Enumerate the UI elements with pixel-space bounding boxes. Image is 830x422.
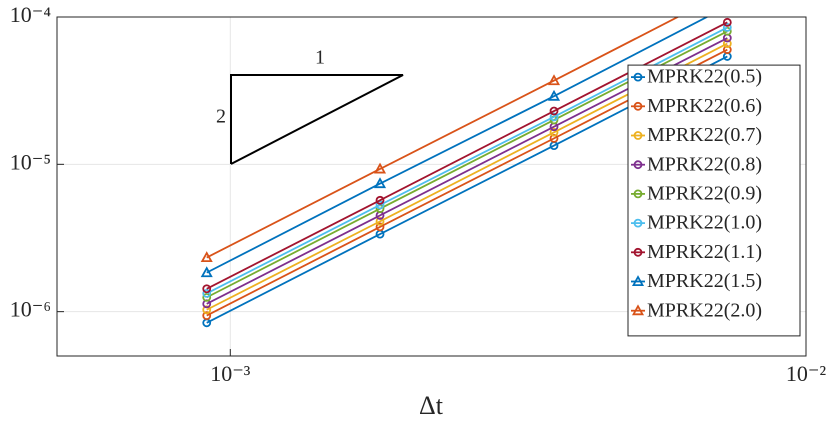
- slope-triangle: [230, 74, 404, 165]
- data-point: [375, 195, 385, 205]
- data-point: [547, 74, 561, 86]
- legend-marker: [633, 131, 643, 140]
- legend-label: MPRK22(0.8): [647, 153, 762, 175]
- data-point: [375, 216, 385, 226]
- data-point: [200, 266, 213, 278]
- data-point: [202, 289, 212, 298]
- legend-label: MPRK22(1.0): [647, 212, 762, 234]
- data-point: [549, 127, 559, 137]
- legend: MPRK22(0.5) MPRK22(0.6) MPRK22(0.7) MPRK22(…: [627, 64, 801, 337]
- data-point: [373, 177, 387, 189]
- legend-marker: [633, 72, 643, 82]
- legend-label: MPRK22(1.5): [647, 270, 762, 292]
- data-point: [202, 284, 212, 294]
- series-line: [206, 17, 709, 274]
- y-tick-label: 10⁻⁴: [10, 2, 52, 27]
- slope-rise-label: 2: [216, 106, 226, 128]
- data-point: [200, 251, 213, 263]
- x-tick-label: 10⁻³: [210, 361, 251, 386]
- legend-label: MPRK22(0.6): [647, 95, 762, 117]
- data-point: [722, 45, 732, 55]
- data-point: [549, 133, 559, 143]
- data-point: [549, 106, 559, 116]
- series-line: [206, 17, 680, 259]
- data-point: [375, 222, 385, 232]
- y-tick-label: 10⁻⁶: [10, 297, 51, 322]
- x-tick-label: 10⁻²: [786, 361, 827, 386]
- ticks: 10⁻⁶ 10⁻⁵ 10⁻⁴ 10⁻³ 10⁻²: [10, 2, 827, 386]
- legend-marker: [633, 101, 643, 111]
- legend-label: MPRK22(0.5): [647, 66, 762, 88]
- legend-marker: [633, 218, 643, 228]
- data-point: [375, 200, 385, 210]
- data-point: [547, 89, 561, 101]
- legend-box: [627, 64, 801, 337]
- data-point: [202, 292, 212, 302]
- data-point: [723, 2, 732, 10]
- legend-marker: [633, 189, 643, 199]
- data-point: [722, 17, 732, 27]
- legend-marker: [631, 304, 645, 316]
- legend-label: MPRK22(0.7): [647, 124, 762, 146]
- legend-marker: [633, 160, 643, 170]
- x-axis-label: Δt: [419, 391, 444, 420]
- legend-label: MPRK22(2.0): [647, 299, 762, 321]
- data-point: [722, 39, 732, 48]
- y-tick-label: 10⁻⁵: [10, 149, 51, 174]
- data-point: [549, 112, 559, 122]
- slope-run-label: 1: [315, 47, 325, 69]
- legend-label: MPRK22(1.1): [647, 241, 762, 263]
- data-point: [202, 311, 212, 321]
- data-point: [722, 22, 732, 32]
- data-point: [202, 305, 212, 315]
- legend-marker: [633, 247, 643, 257]
- data-point: [373, 162, 387, 174]
- legend-label: MPRK22(0.9): [647, 182, 762, 204]
- axes-box: [56, 16, 807, 357]
- legend-marker: [631, 275, 645, 287]
